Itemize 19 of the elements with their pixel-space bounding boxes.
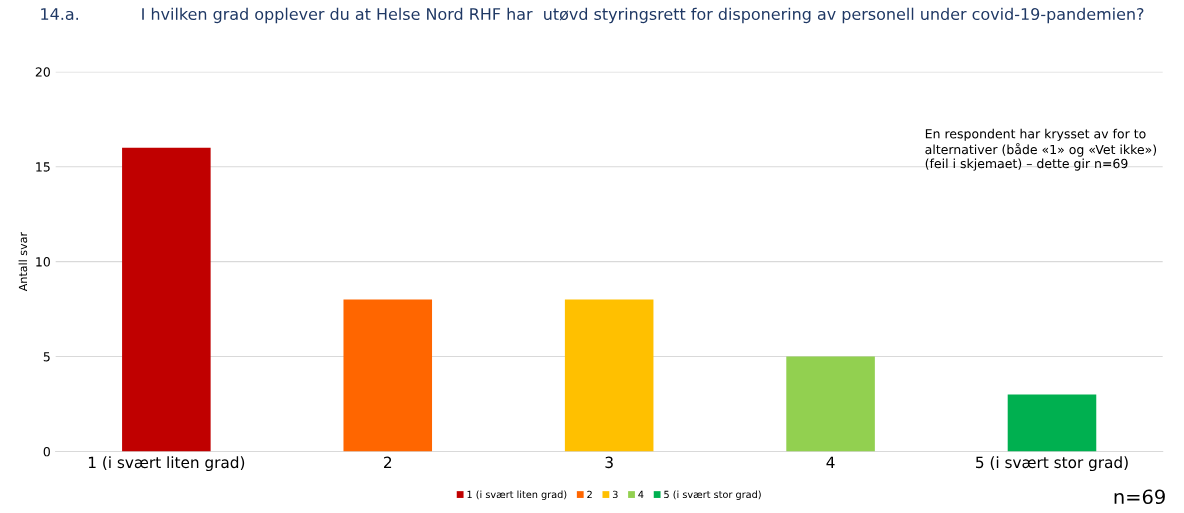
legend-label: 4	[638, 490, 644, 498]
legend-label: 5 (i svært stor grad)	[664, 490, 761, 500]
y-tick-label: 10	[36, 257, 50, 267]
y-tick-label: 20	[35, 67, 50, 77]
x-tick-label: 3	[605, 456, 613, 469]
legend-label: 2	[587, 490, 592, 498]
legend-label: 1 (i svært liten grad)	[467, 490, 567, 500]
annotation: En respondent har krysset av for to alternativer (både «1» og «Vet ikke») (feil i skjemaet) – dette gir n=69	[925, 128, 1157, 171]
y-tick-label: 5	[43, 352, 50, 362]
x-tick-label: 1 (i svært liten grad)	[88, 456, 245, 472]
y-axis-title: Antall svar	[18, 232, 28, 292]
text: n=69	[1114, 489, 1165, 505]
x-tick-label: 5 (i svært stor grad)	[976, 456, 1128, 472]
x-tick-label: 4	[826, 456, 835, 468]
y-tick-label: 0	[43, 446, 50, 457]
chart-title: 14.a. I hvilken grad opplever du at Helse Nord RHF har utøvd styringsrett for disponering av personell under covid-19-pandemien?	[41, 7, 1144, 24]
y-tick-label: 15	[36, 162, 50, 172]
x-tick-label: 2	[384, 456, 392, 468]
legend-label: 3	[612, 490, 618, 499]
